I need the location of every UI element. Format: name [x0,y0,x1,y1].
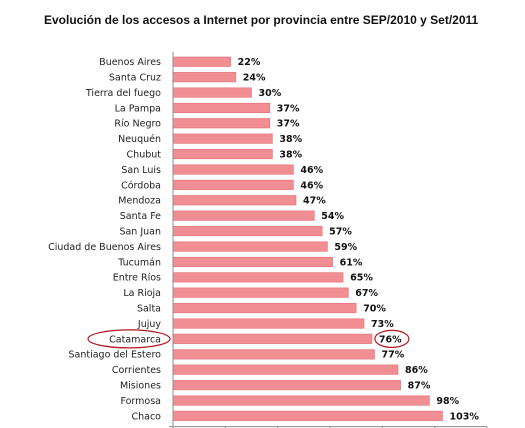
bars-group [172,56,443,421]
bar [172,241,328,252]
category-label: Misiones [120,381,161,392]
category-label: Catamarca [109,334,161,345]
highlight-circle-value [374,329,410,348]
bar [172,410,443,421]
category-label: Salta [137,304,161,315]
category-label: San Juan [119,227,161,238]
value-label: 98% [436,396,459,407]
value-label: 61% [340,257,363,268]
category-label: Santa Fe [120,211,161,222]
category-label: Ciudad de Buenos Aires [48,242,161,253]
value-label: 46% [300,180,323,191]
category-label: La Pampa [115,103,161,114]
value-label: 54% [321,211,344,222]
category-label: Tucumán [117,257,161,268]
value-label: 59% [334,242,357,253]
category-label: Santiago del Estero [69,350,162,361]
bar [172,256,333,268]
category-label: Chaco [131,411,161,422]
value-label: 47% [303,196,326,207]
value-label: 70% [363,304,386,315]
value-label: 38% [279,150,302,161]
bar [172,195,297,206]
bar [172,287,349,298]
category-label: Mendoza [118,196,161,207]
category-label: Chubut [127,150,162,161]
category-label: Tierra del fuego [85,88,161,99]
bar [172,56,231,67]
value-label: 30% [259,88,282,99]
bar [172,302,357,314]
bar [172,133,273,144]
category-label: Formosa [120,396,161,407]
value-label: 67% [355,288,378,299]
category-label: Buenos Aires [99,57,161,68]
bar [172,380,401,391]
value-label: 57% [329,227,352,238]
value-label: 77% [382,350,405,361]
value-label: 46% [300,165,323,176]
value-label: 86% [405,365,428,376]
category-label: Córdoba [121,180,161,191]
bar [172,149,273,160]
value-label: 103% [450,411,480,422]
category-labels-group: Buenos Aires Santa Cruz Tierra del fuego La… [48,57,161,422]
bar [172,349,375,360]
value-label: 76% [379,334,402,345]
bar [172,364,399,375]
category-label: Corrientes [112,365,161,376]
category-label: San Luis [121,165,161,176]
value-labels-group: 22% 24% 30% 37% 37% 38% 38% 46% 46% 47% 54% 57% 59% 6… [238,57,480,422]
category-label: Neuquén [118,134,161,145]
category-label: La Rioja [123,288,161,299]
bar [172,102,271,113]
bar [172,226,323,237]
bar [172,72,237,83]
highlight-circle-category [87,329,171,349]
bar [172,333,373,344]
bar [172,395,430,406]
chart-title: Evolución de los accesos a Internet por … [44,13,479,27]
value-label: 22% [238,57,261,68]
value-label: 37% [277,119,300,130]
bar [172,318,365,329]
bar [172,118,271,129]
bar [172,272,344,283]
value-label: 65% [350,273,373,284]
bar [172,179,294,190]
highlight-group [87,329,410,349]
value-label: 87% [408,381,431,392]
bar [172,87,252,98]
value-label: 24% [243,73,266,84]
value-label: 73% [371,319,394,330]
category-label: Río Negro [114,119,161,130]
category-label: Jujuy [137,319,161,330]
category-label: Entre Ríos [113,273,161,284]
category-label: Santa Cruz [109,73,161,84]
axes-group [169,52,488,428]
bar [172,164,294,175]
value-label: 37% [277,103,300,114]
value-label: 38% [279,134,302,145]
bar [172,210,315,221]
